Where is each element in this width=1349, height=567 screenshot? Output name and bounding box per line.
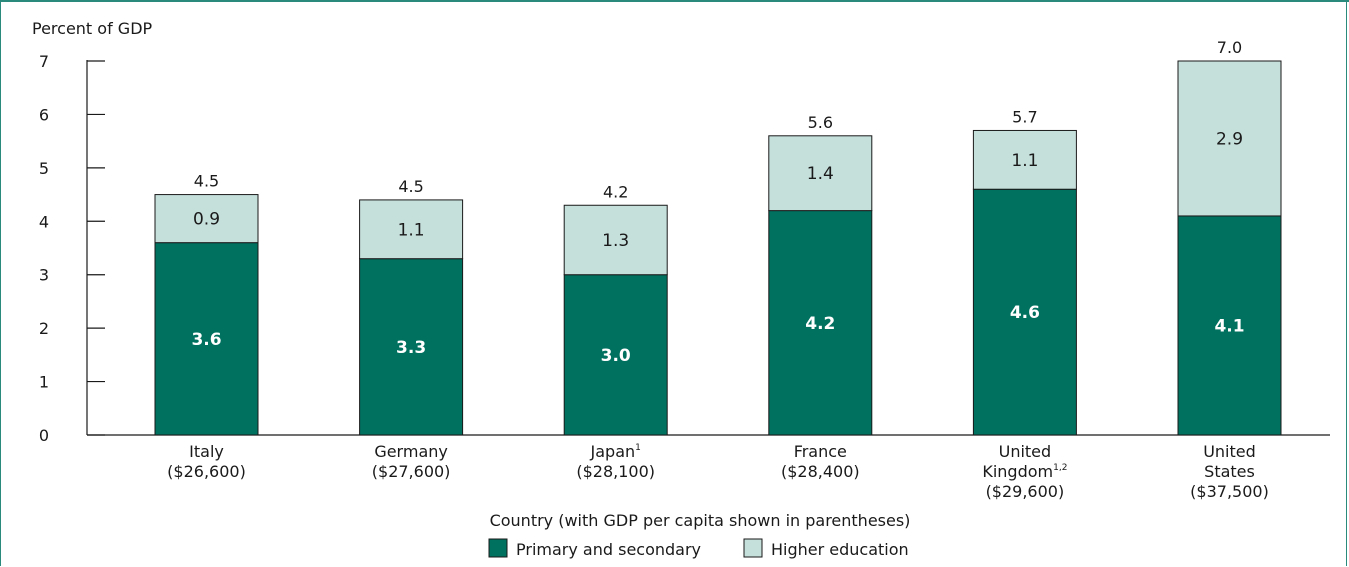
bar-higher-education	[768, 135, 873, 212]
higher-value-label: 1.1	[1011, 151, 1038, 171]
x-axis-title: Country (with GDP per capita shown in pa…	[490, 511, 911, 530]
legend-swatch-higher-education	[743, 538, 763, 558]
y-tick-label: 7	[39, 52, 49, 71]
footnote-marker: 1	[635, 443, 641, 453]
bars: 3.6 0.9 4.5 3.3 1.1 4.5 3.0 1.3 4.2 4.2 1.4 5.6 4.6 1…	[154, 38, 1282, 436]
legend: Primary and secondary Higher education	[488, 538, 909, 559]
higher-value-label: 0.9	[193, 210, 220, 230]
total-value-label: 4.5	[194, 172, 219, 191]
bar-higher-education	[154, 194, 259, 244]
y-tick-label: 3	[39, 266, 49, 285]
total-value-label: 4.5	[398, 177, 423, 196]
primary-value-label: 3.3	[396, 338, 426, 358]
primary-value-label: 4.1	[1214, 316, 1244, 336]
higher-value-label: 1.3	[602, 231, 629, 251]
category-name-label: United	[999, 442, 1052, 461]
category-name-label: Japan1	[590, 442, 641, 461]
total-value-label: 4.2	[603, 182, 628, 201]
y-tick-label: 5	[39, 159, 49, 178]
y-tick-label: 4	[39, 212, 49, 231]
bar-primary-secondary	[768, 210, 873, 436]
y-axis-title: Percent of GDP	[32, 19, 153, 38]
category-labels: Italy($26,600)Germany($27,600)Japan1($28…	[167, 442, 1269, 501]
primary-value-label: 3.0	[601, 346, 631, 366]
category-gdp-label: ($29,600)	[986, 482, 1065, 501]
bar-primary-secondary	[563, 274, 668, 436]
category-gdp-label: ($28,100)	[576, 462, 655, 481]
bar-primary-secondary	[972, 188, 1077, 436]
y-tick-label: 2	[39, 319, 49, 338]
primary-value-label: 4.2	[805, 314, 835, 334]
category-name-label: Germany	[374, 442, 448, 461]
category-gdp-label: ($28,400)	[781, 462, 860, 481]
footnote-marker: 1,2	[1053, 463, 1067, 473]
primary-value-label: 3.6	[191, 330, 221, 350]
legend-label-higher-education: Higher education	[771, 540, 909, 559]
top-accent-line	[0, 0, 1349, 2]
higher-value-label: 1.4	[807, 164, 834, 184]
total-value-label: 7.0	[1217, 38, 1242, 57]
bar-primary-secondary	[1177, 215, 1282, 436]
bar-primary-secondary	[359, 258, 464, 436]
bar-higher-education	[359, 199, 464, 260]
total-value-label: 5.6	[808, 113, 833, 132]
bar-higher-education	[972, 129, 1077, 190]
legend-swatch-primary-secondary	[488, 538, 508, 558]
y-tick-label: 1	[39, 373, 49, 392]
axes: 0 1 2 3 4 5 6 7	[39, 52, 1330, 445]
y-tick-label: 0	[39, 426, 49, 445]
category-name-label: United	[1203, 442, 1256, 461]
category-gdp-label: ($26,600)	[167, 462, 246, 481]
category-gdp-label: ($37,500)	[1190, 482, 1269, 501]
category-gdp-label: ($27,600)	[372, 462, 451, 481]
category-name-label: Italy	[189, 442, 224, 461]
primary-value-label: 4.6	[1010, 303, 1040, 323]
bar-primary-secondary	[154, 242, 259, 436]
category-name-label: France	[794, 442, 847, 461]
total-value-label: 5.7	[1012, 107, 1037, 126]
higher-value-label: 2.9	[1216, 129, 1243, 149]
higher-value-label: 1.1	[398, 220, 425, 240]
y-tick-label: 6	[39, 105, 49, 124]
bar-higher-education	[1177, 60, 1282, 217]
category-name-label-line2: States	[1204, 462, 1255, 481]
bar-higher-education	[563, 204, 668, 276]
legend-label-primary-secondary: Primary and secondary	[516, 540, 701, 559]
category-name-label-line2: Kingdom1,2	[982, 462, 1067, 481]
